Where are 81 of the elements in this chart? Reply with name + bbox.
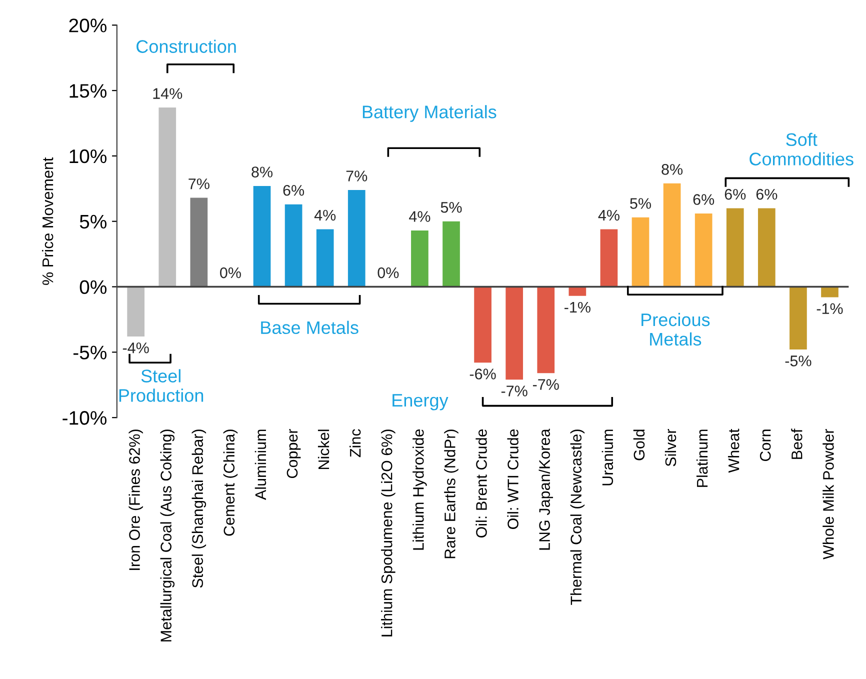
bar — [158, 108, 176, 287]
bar — [790, 286, 807, 350]
x-tick-label: LNG Japan/Korea — [538, 428, 553, 550]
data-label: 6% — [756, 188, 778, 200]
y-tick-label: 5% — [80, 214, 106, 229]
data-label: 0% — [378, 267, 399, 278]
annotation: Base Metals — [261, 320, 358, 334]
x-tick-label: Platinum — [696, 430, 708, 487]
x-tick-label: Steel (Shanghai Rebar) — [192, 430, 206, 588]
annotation: Precious Metals — [642, 312, 710, 346]
data-label: 6% — [724, 188, 746, 200]
data-label: 0% — [220, 267, 241, 278]
annotation: Energy — [392, 394, 448, 410]
bar — [726, 208, 744, 287]
bar — [442, 221, 460, 287]
bar — [474, 286, 492, 363]
y-tick-label: 10% — [70, 149, 106, 164]
x-tick-label: Iron Ore (Fines 62%) — [128, 430, 143, 570]
x-tick-label: Oil: WTI Crude — [507, 429, 518, 529]
data-label: 6% — [283, 184, 304, 196]
x-tick-label: Silver — [664, 428, 676, 466]
data-label: -1% — [816, 303, 843, 314]
data-label: -6% — [470, 368, 496, 380]
bar — [821, 286, 838, 298]
data-label: -7% — [532, 379, 559, 390]
data-label: -5% — [785, 356, 812, 366]
data-label: -7% — [501, 386, 528, 396]
x-tick-label: Lithium Spodumene (Li2O 6%) — [381, 430, 396, 636]
bar — [253, 186, 271, 287]
data-label: 4% — [409, 211, 430, 222]
bar — [284, 204, 302, 287]
data-label: -1% — [564, 302, 590, 313]
x-tick-label: Beef — [791, 428, 802, 459]
annotation: Battery Materials — [362, 105, 496, 122]
y-tick-label: 20% — [69, 18, 106, 32]
x-tick-label: Wheat — [728, 428, 740, 473]
x-tick-label: Rare Earths (NdPr) — [444, 430, 458, 558]
x-tick-label: Metallurgical Coal (Aus Coking) — [160, 430, 174, 642]
x-tick-label: Oil: Brent Crude — [476, 429, 487, 538]
x-tick-label: Corn — [760, 430, 771, 462]
bar — [663, 183, 681, 287]
bar — [694, 214, 712, 287]
data-label: 8% — [252, 166, 272, 178]
bar — [348, 190, 366, 287]
x-tick-label: Lithium Hydroxide — [412, 429, 427, 550]
annotation: Steel Production — [119, 369, 204, 402]
y-tick-label: 15% — [70, 84, 106, 98]
data-label: 8% — [662, 164, 683, 175]
data-label: 5% — [630, 198, 651, 209]
y-tick-label: -10% — [62, 411, 106, 425]
bar — [316, 229, 334, 287]
x-tick-label: Gold — [633, 430, 645, 460]
data-label: 6% — [693, 194, 714, 205]
data-label: 4% — [598, 210, 620, 221]
data-label: 7% — [188, 178, 210, 190]
bar — [537, 286, 555, 374]
x-tick-label: Aluminium — [254, 430, 266, 500]
x-tick-label: Cement (China) — [223, 430, 238, 536]
bar — [632, 217, 650, 287]
y-tick-label: 0% — [80, 280, 106, 294]
y-axis-title: % Price Movement — [42, 157, 54, 285]
bar — [190, 198, 208, 287]
data-label: 14% — [153, 88, 182, 99]
x-tick-label: Copper — [286, 428, 301, 478]
x-tick-label: Uranium — [602, 430, 614, 486]
data-label: 5% — [440, 202, 462, 213]
data-label: 7% — [346, 170, 368, 182]
x-tick-label: Thermal Coal (Newcastle) — [570, 430, 585, 605]
bar — [506, 286, 524, 380]
x-tick-label: Nickel — [318, 430, 330, 470]
annotation: Construction — [136, 40, 236, 53]
x-tick-label: Zinc — [350, 429, 361, 458]
data-label: -4% — [122, 342, 149, 354]
y-tick-label: -5% — [73, 346, 106, 360]
bar — [600, 229, 618, 287]
annotation: Soft Commodities — [750, 132, 854, 166]
x-tick-label: Whole Milk Powder — [822, 428, 834, 560]
data-label: 4% — [314, 210, 336, 221]
bar — [411, 230, 428, 287]
bar — [758, 208, 776, 287]
bar — [127, 286, 145, 336]
